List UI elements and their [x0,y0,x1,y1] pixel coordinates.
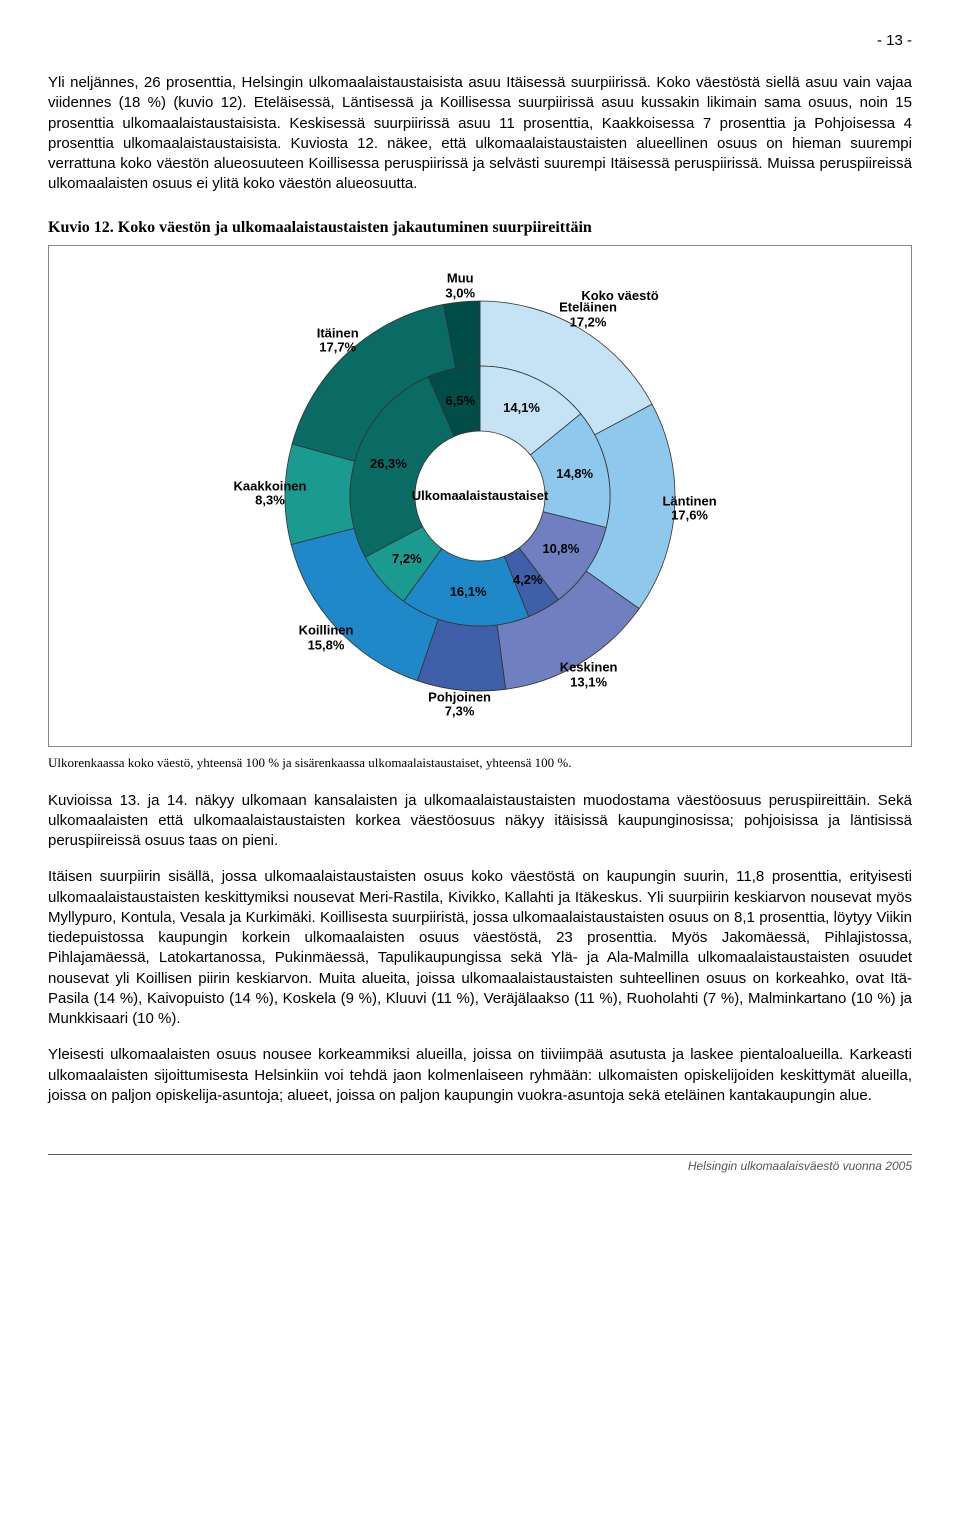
chart-heading: Kuvio 12. Koko väestön ja ulkomaalaistau… [48,219,912,237]
body-paragraph-2: Kuvioissa 13. ja 14. näkyy ulkomaan kans… [48,791,912,852]
body-paragraph-3: Itäisen suurpiirin sisällä, jossa ulkoma… [48,867,912,1029]
segment-label: 26,3% [370,456,407,470]
segment-label: 7,2% [392,552,422,566]
page-footer: Helsingin ulkomaalaisväestö vuonna 2005 [48,1154,912,1173]
segment-label: Keskinen13,1% [560,661,618,690]
segment-label: 4,2% [513,573,543,587]
segment-label: Koillinen15,8% [299,624,354,653]
page-number: - 13 - [48,32,912,49]
segment-label: Kaakkoinen8,3% [234,479,307,508]
chart-caption: Ulkorenkaassa koko väestö, yhteensä 100 … [48,755,912,771]
segment-label: Pohjoinen7,3% [428,690,491,719]
segment-label: Läntinen17,6% [662,494,716,523]
chart-container: Eteläinen17,2% Läntinen17,6% Keskinen13,1%… [48,245,912,747]
segment-label: Itäinen17,7% [317,327,359,356]
segment-label: 14,1% [503,401,540,415]
segment-label: 14,8% [556,467,593,481]
body-paragraph-1: Yli neljännes, 26 prosenttia, Helsingin … [48,73,912,195]
inner-ring-title: Ulkomaalaistaustaiset [412,488,549,502]
outer-ring-title: Koko väestö [581,288,658,302]
segment-label: 10,8% [542,542,579,556]
body-paragraph-4: Yleisesti ulkomaalaisten osuus nousee ko… [48,1045,912,1106]
segment-label: 16,1% [450,585,487,599]
segment-label: 6,5% [446,393,476,407]
segment-label: Eteläinen17,2% [559,301,617,330]
segment-label: Muu3,0% [445,272,475,301]
nested-donut-chart: Eteläinen17,2%Läntinen17,6%Keskinen13,1%… [250,266,710,726]
